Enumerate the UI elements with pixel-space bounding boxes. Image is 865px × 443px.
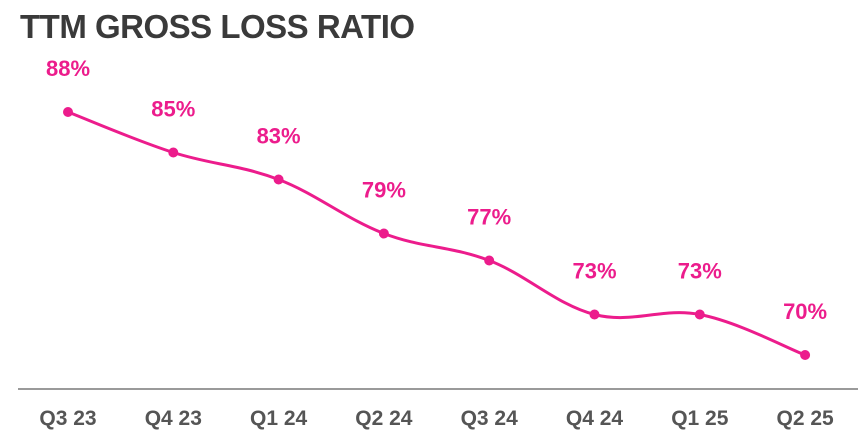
chart-title: TTM GROSS LOSS RATIO	[20, 8, 415, 45]
x-tick-label: Q2 24	[355, 407, 413, 430]
data-point	[168, 147, 179, 158]
data-label: 70%	[783, 299, 827, 324]
x-tick-label: Q4 24	[566, 407, 624, 430]
data-point	[800, 350, 811, 360]
x-tick-label: Q3 24	[461, 407, 519, 430]
x-tick-label: Q1 24	[250, 407, 308, 430]
x-tick-label: Q2 25	[776, 407, 834, 430]
data-point	[378, 228, 389, 239]
data-label: 77%	[467, 205, 511, 230]
x-tick-label: Q1 25	[671, 407, 729, 430]
data-point	[694, 309, 705, 320]
data-label: 73%	[572, 259, 616, 284]
data-label: 85%	[151, 97, 195, 122]
data-label: 73%	[678, 259, 722, 284]
x-tick-label: Q4 23	[145, 407, 202, 430]
data-point	[273, 174, 284, 185]
data-point	[484, 255, 495, 266]
data-label: 79%	[362, 178, 406, 203]
x-tick-label: Q3 23	[39, 407, 96, 430]
series-line	[66, 110, 807, 357]
data-label: 88%	[46, 56, 90, 81]
data-point	[589, 309, 600, 320]
data-label: 83%	[257, 124, 301, 149]
data-point	[63, 107, 73, 117]
